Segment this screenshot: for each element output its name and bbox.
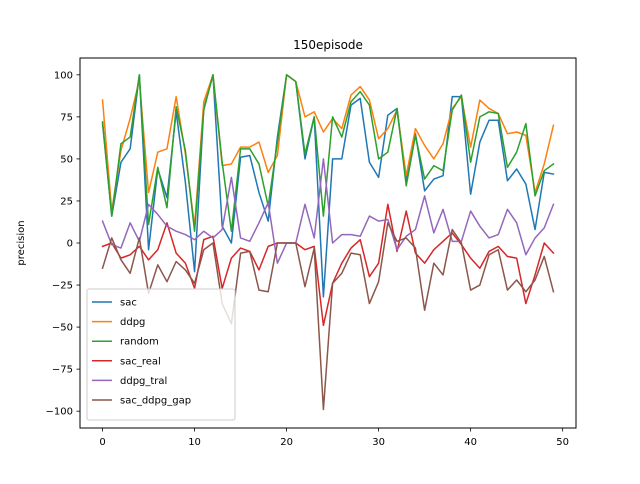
y-tick-label: 0 [67,239,73,250]
x-tick-label: 20 [280,437,293,448]
legend-label-sac: sac [120,298,137,309]
y-tick-label: 100 [54,70,73,81]
legend-label-sac-real: sac_real [120,356,161,367]
x-tick-label: 10 [188,437,201,448]
x-tick-label: 40 [464,437,477,448]
y-tick-label: −100 [46,407,73,418]
legend-label-ddpg-tral: ddpg_tral [120,376,167,387]
legend: sac ddpg random sac_real ddpg_tral sac_ddpg_g… [86,288,236,421]
y-axis-label: precision [16,220,27,265]
y-tick-label: 75 [60,112,73,123]
series-line-sac [101,74,555,298]
series-line-sac-real [101,203,555,327]
ticks-layer: 0 10 20 30 40 50 −100 −75 −50 −25 0 25 50 75 100 [46,70,569,448]
y-tick-label: −75 [52,365,73,376]
legend-label-ddpg: ddpg [120,317,145,328]
x-tick-label: 0 [99,437,105,448]
series-line-ddpg-tral [101,158,555,264]
y-tick-label: 50 [60,154,73,165]
series-line-random [101,74,555,232]
series-line-sac-ddpg-gap [101,222,555,411]
x-tick-label: 50 [556,437,569,448]
legend-label-random: random [120,337,159,348]
series-line-ddpg [101,74,555,227]
chart-title: 150episode [293,38,363,52]
legend-label-sac-ddpg-gap: sac_ddpg_gap [120,396,191,407]
y-tick-label: −50 [52,323,73,334]
y-tick-label: −25 [52,281,73,292]
series-layer [101,74,555,411]
x-tick-label: 30 [372,437,385,448]
y-tick-label: 25 [60,196,73,207]
legend-box [86,288,236,421]
